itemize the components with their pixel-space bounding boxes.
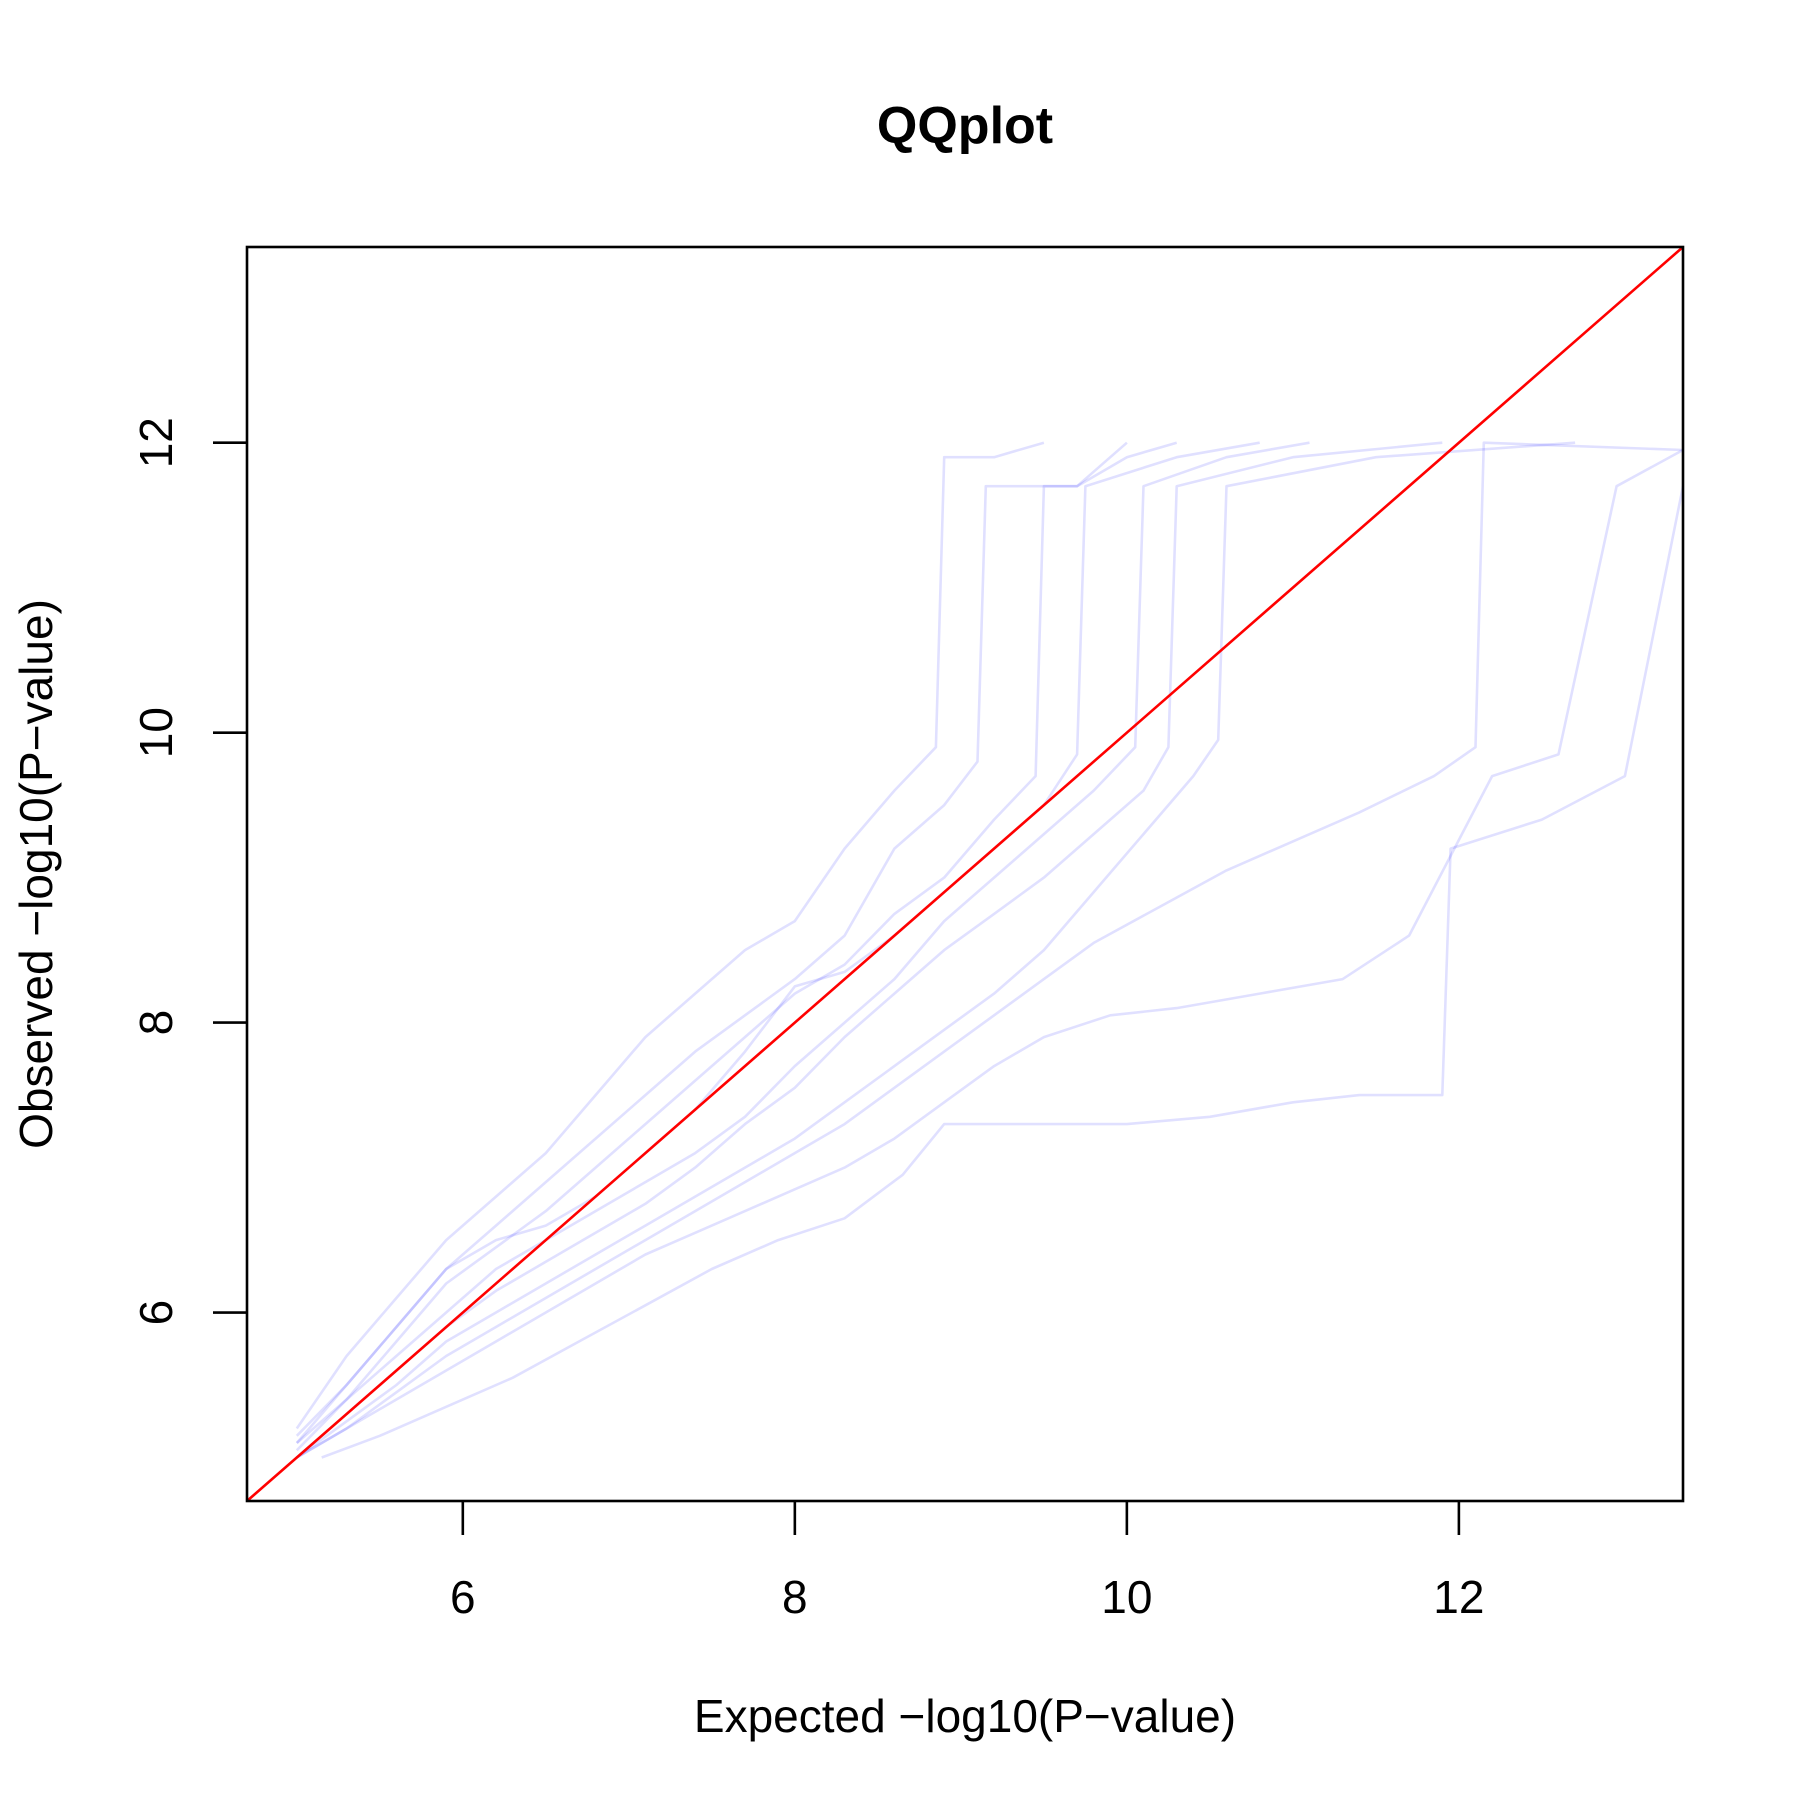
y-tick-label: 10 <box>130 707 182 758</box>
qq-series-line-5 <box>295 441 1310 1444</box>
series-layer <box>295 441 1685 1459</box>
qq-series-line-6 <box>295 441 1443 1459</box>
qq-series-line-2 <box>295 441 1128 1444</box>
qq-series-line-3 <box>295 441 1178 1452</box>
x-tick-label: 12 <box>1433 1571 1484 1623</box>
reference-diagonal-line <box>246 246 1684 1502</box>
y-tick-label: 8 <box>130 1010 182 1036</box>
qq-series-line-9 <box>296 448 1684 1459</box>
qq-series-line-10 <box>321 485 1685 1459</box>
chart-title: QQplot <box>877 97 1053 155</box>
x-axis-label: Expected −log10(P−value) <box>694 1690 1236 1742</box>
x-tick-label: 6 <box>450 1571 476 1623</box>
qq-series-line-8 <box>296 441 1684 1459</box>
x-tick-label: 8 <box>782 1571 808 1623</box>
qq-series-line-7 <box>296 441 1576 1459</box>
plot-frame <box>245 245 1685 1503</box>
y-tick-label: 6 <box>130 1300 182 1326</box>
qq-series-line-1 <box>295 441 1045 1430</box>
x-axis: 6 8 10 12 <box>450 1501 1484 1623</box>
qq-series-line-4 <box>295 441 1260 1437</box>
y-axis-label: Observed −log10(P−value) <box>10 599 62 1149</box>
x-tick-label: 10 <box>1101 1571 1152 1623</box>
y-tick-label: 12 <box>130 417 182 468</box>
y-axis: 6 8 10 12 <box>130 417 247 1325</box>
